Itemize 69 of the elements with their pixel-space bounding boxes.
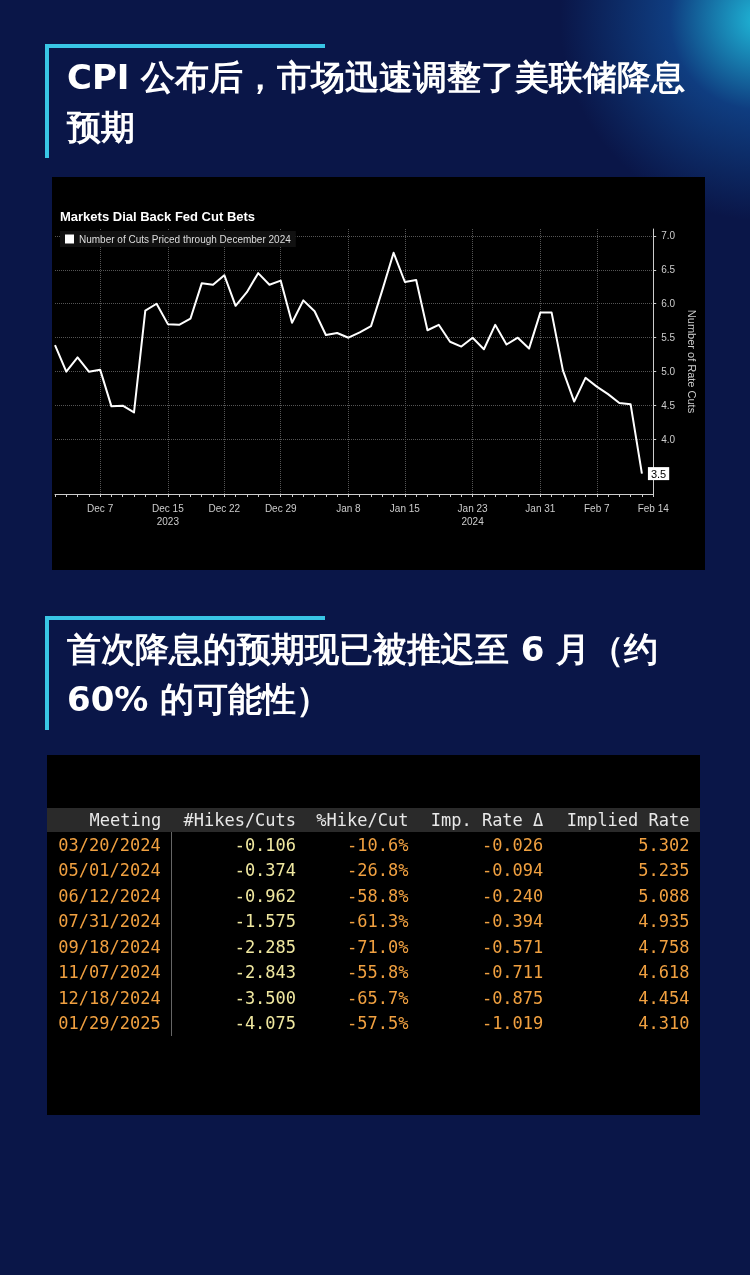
text: 首次降息的预期现已被推迟至 6 月（约 60% 的可能性） xyxy=(45,620,707,730)
text: -3.500 xyxy=(234,987,297,1008)
line-series xyxy=(54,251,643,475)
x-tick-label: Jan 15 xyxy=(389,503,421,514)
text: -0.094 xyxy=(481,860,544,881)
x-tick-label: Feb 14 xyxy=(637,503,670,514)
text: 5.088 xyxy=(638,885,690,906)
x-tick-label: Jan 8 xyxy=(336,503,362,514)
y-tick-label: 7.0 xyxy=(661,230,676,242)
text: 5.235 xyxy=(638,860,690,881)
y-tick-label: 4.5 xyxy=(661,400,676,412)
chart-title: CPI 公布后，市场迅速调整了美联储降息预期 xyxy=(45,48,707,158)
category-label: #Hikes/Cuts xyxy=(171,808,307,832)
text: -1.575 xyxy=(234,911,297,932)
text: -0.106 xyxy=(234,834,297,855)
y-tick-label: 4.0 xyxy=(661,434,676,446)
text: -0.571 xyxy=(481,936,544,957)
x-tick-label: Dec 7 xyxy=(87,503,114,514)
text: 5.302 xyxy=(638,834,690,855)
text: -0.962 xyxy=(234,885,297,906)
x-tick-label: Dec 22 xyxy=(208,503,241,514)
text: 4.310 xyxy=(638,1013,690,1034)
category-label: 12/18/2024 xyxy=(58,987,161,1008)
text: -26.8% xyxy=(347,860,409,881)
category-label: 07/31/2024 xyxy=(58,911,161,932)
category-label: 09/18/2024 xyxy=(58,936,161,957)
x-tick-label: Dec 15 2023 xyxy=(152,503,185,527)
text: -57.5% xyxy=(347,1013,409,1034)
text: -10.6% xyxy=(347,834,409,855)
category-label: Meeting xyxy=(47,808,172,832)
text: -1.019 xyxy=(481,1013,544,1034)
y-tick-label: 5.5 xyxy=(661,332,676,344)
category-label: Implied Rate xyxy=(553,808,700,832)
text: -61.3% xyxy=(347,911,409,932)
text: -0.394 xyxy=(481,911,544,932)
text: -0.875 xyxy=(481,987,544,1008)
text: -2.285 xyxy=(234,936,297,957)
y-tick-label: 5.0 xyxy=(661,366,676,378)
chart-subtitle: Markets Dial Back Fed Cut Bets xyxy=(60,209,256,224)
category-label: Imp. Rate Δ xyxy=(418,808,554,832)
text: 4.935 xyxy=(638,911,690,932)
text: 4.454 xyxy=(638,987,690,1008)
text: 4.758 xyxy=(638,936,690,957)
text: -0.374 xyxy=(234,860,297,881)
text: -0.240 xyxy=(481,885,544,906)
category-label: 03/20/2024 xyxy=(58,834,161,855)
data-label: 3.5 xyxy=(650,467,667,480)
text: -0.711 xyxy=(481,962,544,983)
x-tick-label: Feb 7 xyxy=(583,503,610,514)
category-label: 06/12/2024 xyxy=(58,885,161,906)
text: -65.7% xyxy=(347,987,409,1008)
text: -55.8% xyxy=(347,962,409,983)
category-label: %Hike/Cut xyxy=(306,808,419,832)
category-label: 11/07/2024 xyxy=(58,962,161,983)
y-tick-label: 6.0 xyxy=(661,298,676,310)
y-tick-label: 6.5 xyxy=(661,264,676,276)
text: -2.843 xyxy=(234,962,297,983)
text: -71.0% xyxy=(347,936,409,957)
x-tick-label: Dec 29 xyxy=(264,503,298,514)
text: -0.026 xyxy=(481,834,544,855)
text: 4.618 xyxy=(638,962,690,983)
text: -4.075 xyxy=(234,1013,297,1034)
x-tick-label: Jan 31 xyxy=(525,503,556,514)
category-label: 01/29/2025 xyxy=(58,1013,161,1034)
legend-label: Number of Cuts Priced through December 2024 xyxy=(79,233,292,245)
y-axis-title: Number of Rate Cuts xyxy=(685,309,698,414)
text: -58.8% xyxy=(347,885,409,906)
category-label: 05/01/2024 xyxy=(58,860,161,881)
x-tick-label: Jan 23 2024 xyxy=(457,503,489,527)
